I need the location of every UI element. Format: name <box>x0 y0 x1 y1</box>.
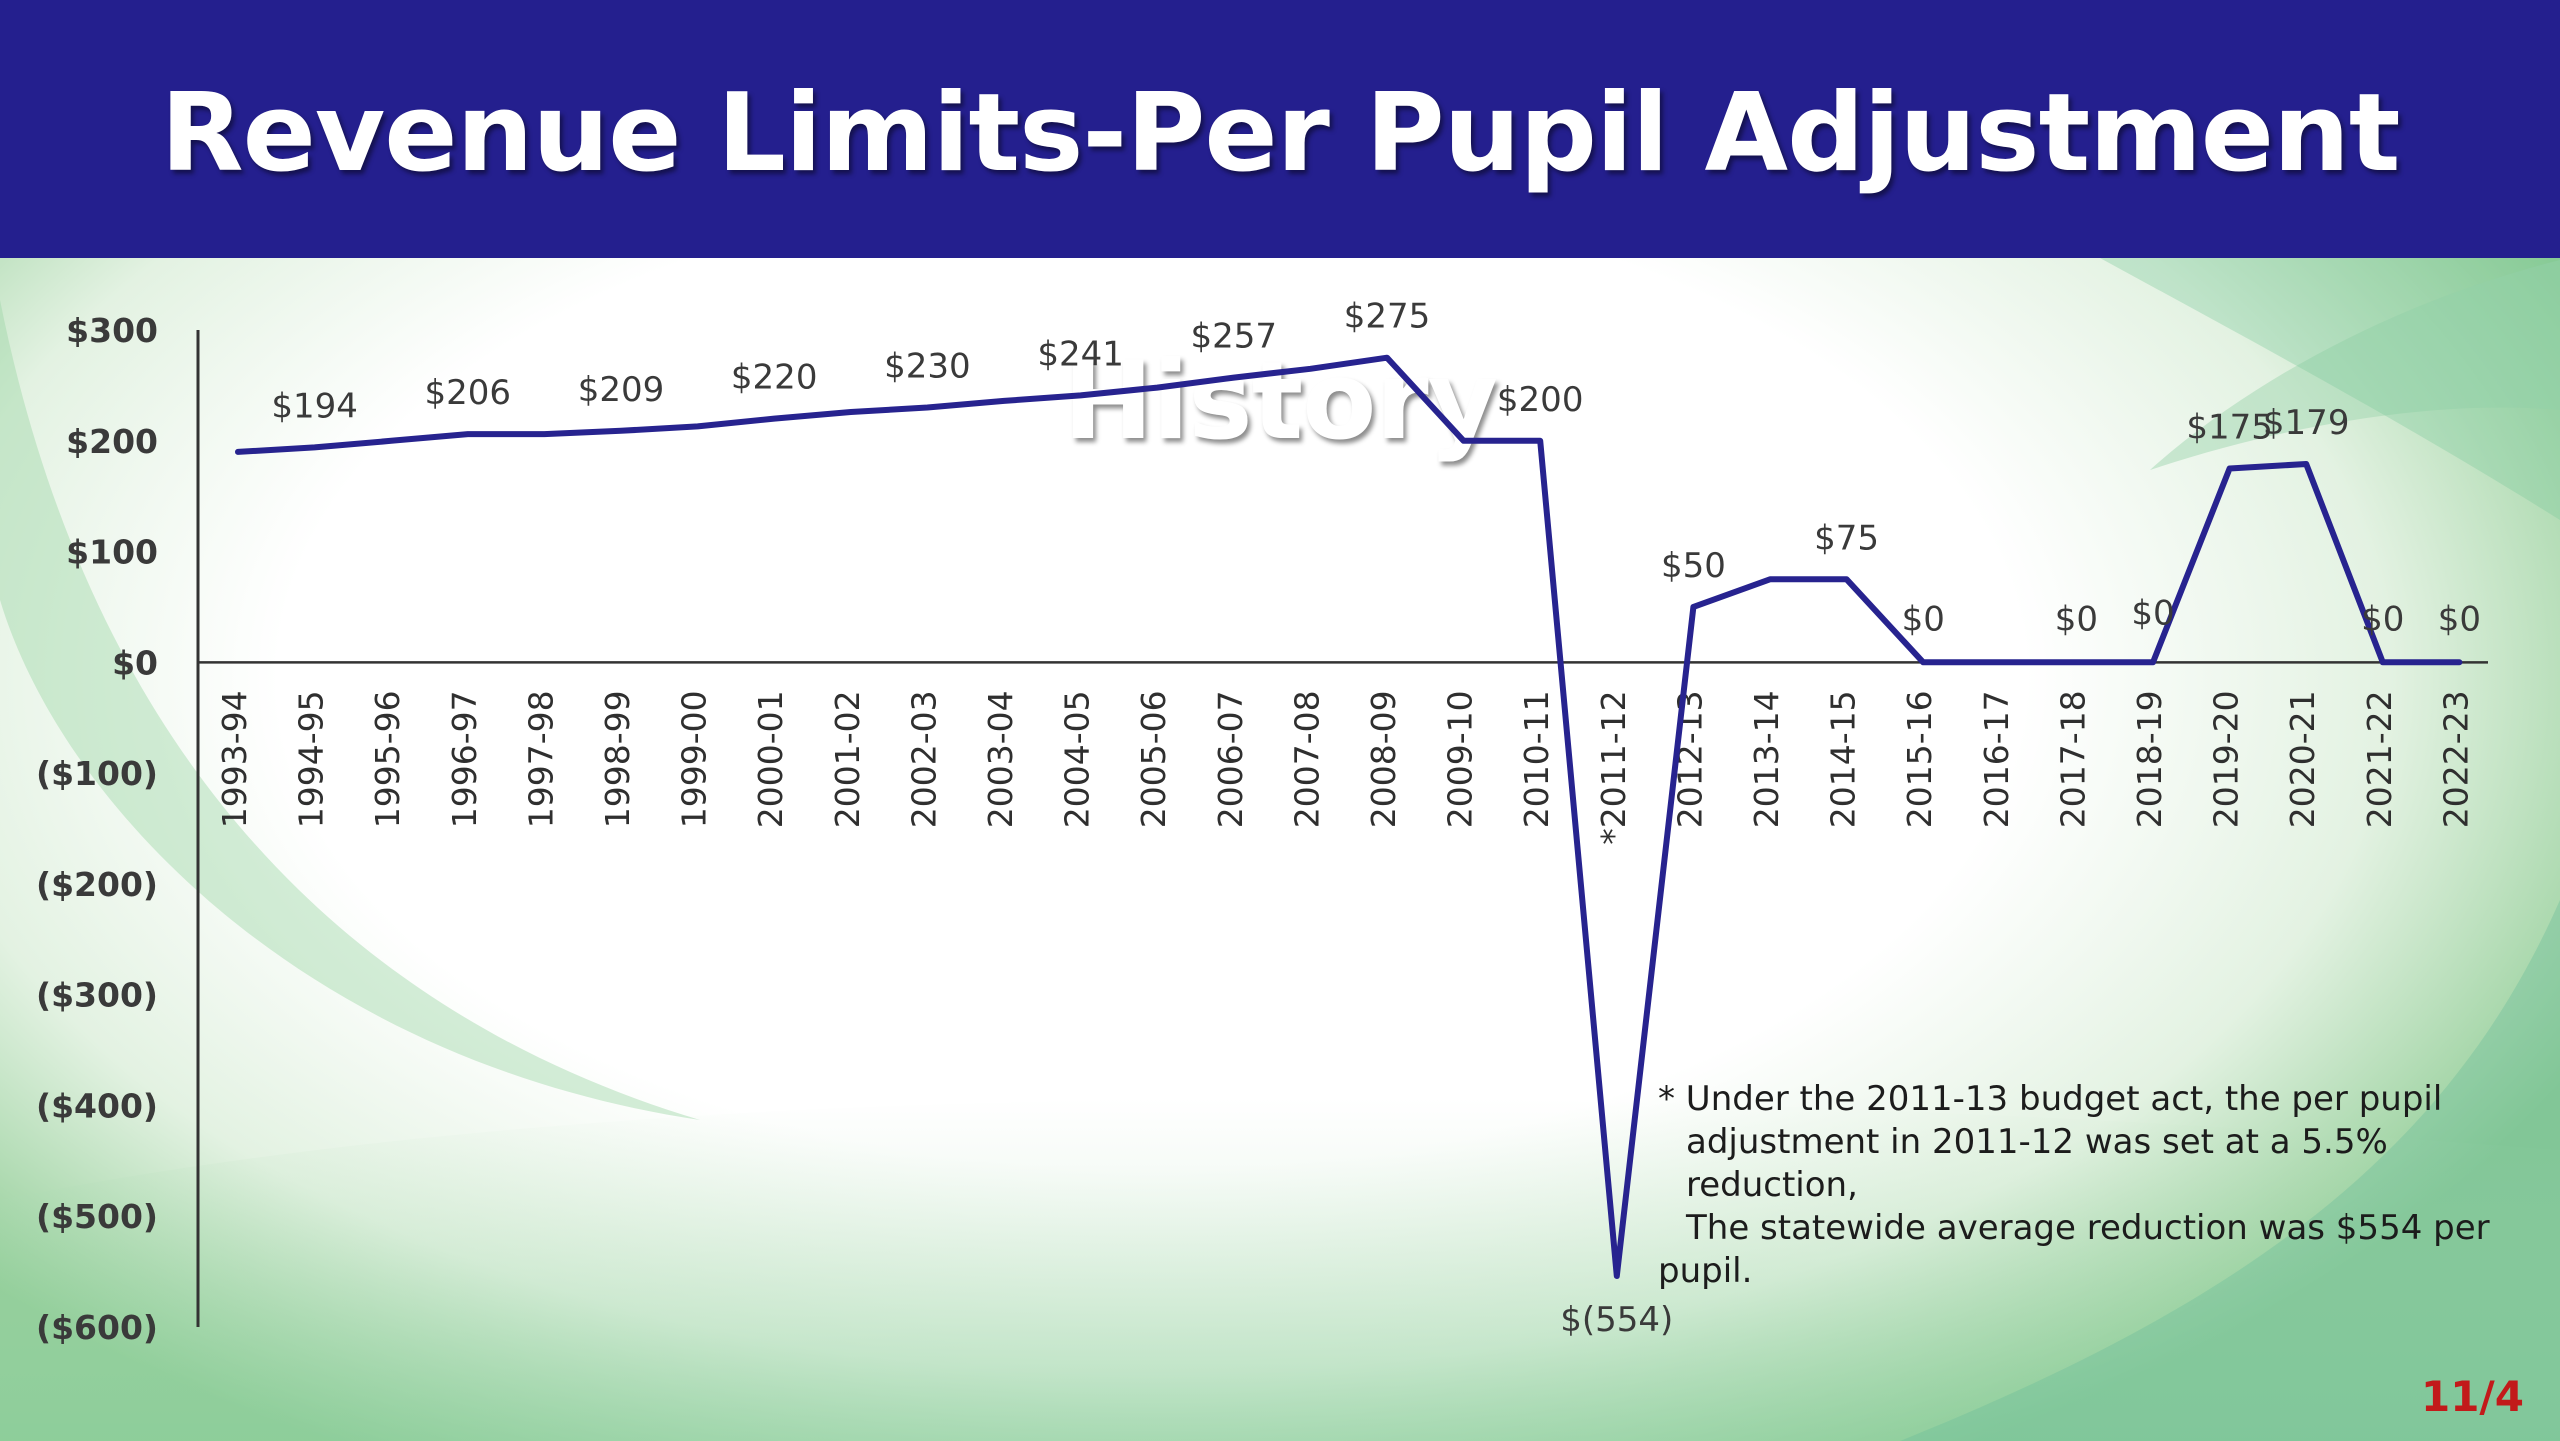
data-label: $206 <box>425 373 512 413</box>
x-tick-label: 1995-96 <box>368 690 407 828</box>
x-tick-label: 2013-14 <box>1747 690 1786 828</box>
footnote: * Under the 2011-13 budget act, the per … <box>1658 1078 2538 1293</box>
x-tick-label: 2000-01 <box>751 690 790 828</box>
x-tick-label: 2002-03 <box>904 690 943 828</box>
data-label: $241 <box>1037 334 1124 374</box>
y-tick-label: $0 <box>112 643 158 682</box>
x-tick-label: 2004-05 <box>1058 690 1097 828</box>
data-label: $209 <box>578 370 665 410</box>
y-tick-label: ($200) <box>36 865 158 904</box>
x-tick-label: 2014-15 <box>1824 690 1863 828</box>
data-label: $257 <box>1191 317 1278 357</box>
y-tick-label: ($100) <box>36 754 158 793</box>
y-tick-label: ($600) <box>36 1308 158 1347</box>
x-tick-label: 1999-00 <box>675 690 714 828</box>
x-tick-label: 1996-97 <box>445 690 484 828</box>
x-tick-label: 2022-23 <box>2436 690 2475 828</box>
footnote-line-1: * Under the 2011-13 budget act, the per … <box>1658 1079 2443 1119</box>
x-tick-label: 2019-20 <box>2207 690 2246 828</box>
data-label: $220 <box>731 358 818 398</box>
data-label: $50 <box>1661 546 1726 586</box>
data-label: $200 <box>1497 380 1584 420</box>
x-tick-label: 1993-94 <box>215 690 254 828</box>
footnote-line-3: The statewide average reduction was $554… <box>1686 1208 2490 1248</box>
x-tick-label: 2021-22 <box>2360 690 2399 828</box>
data-label: $0 <box>1902 599 1945 639</box>
y-tick-label: $100 <box>66 533 158 572</box>
x-tick-label: 2008-09 <box>1364 690 1403 828</box>
footnote-line-2: adjustment in 2011-12 was set at a 5.5% … <box>1686 1122 2388 1205</box>
y-tick-label: ($300) <box>36 976 158 1015</box>
x-tick-label: 2016-17 <box>1977 690 2016 828</box>
x-tick-label: 2018-19 <box>2130 690 2169 828</box>
y-tick-label: $300 <box>66 311 158 350</box>
data-label: $0 <box>2131 593 2174 633</box>
x-tick-label: *2011-12 <box>1594 690 1633 844</box>
x-tick-label: 2009-10 <box>1441 690 1480 828</box>
data-label: $175 <box>2186 407 2273 447</box>
data-label: $0 <box>2055 599 2098 639</box>
data-label: $75 <box>1814 518 1879 558</box>
x-tick-label: 2010-11 <box>1517 690 1556 828</box>
x-tick-label: 2017-18 <box>2053 690 2092 828</box>
data-label: $230 <box>884 347 971 387</box>
x-tick-label: 1998-99 <box>598 690 637 828</box>
x-tick-label: 2001-02 <box>828 690 867 828</box>
y-tick-label: ($500) <box>36 1197 158 1236</box>
slide-title: Revenue Limits-Per Pupil Adjustment Hist… <box>160 71 2400 464</box>
y-tick-label: ($400) <box>36 1086 158 1125</box>
x-tick-label: 1994-95 <box>292 690 331 828</box>
x-tick-label: 1997-98 <box>521 690 560 828</box>
y-tick-label: $200 <box>66 422 158 461</box>
x-tick-label: 2003-04 <box>981 690 1020 828</box>
footnote-line-4: pupil. <box>1658 1251 1753 1291</box>
data-label: $275 <box>1344 297 1431 337</box>
data-label: $194 <box>271 386 358 426</box>
x-tick-label: 2015-16 <box>1900 690 1939 828</box>
x-tick-label: 2020-21 <box>2283 690 2322 828</box>
x-tick-label: 2007-08 <box>1287 690 1326 828</box>
data-label: $(554) <box>1560 1300 1673 1340</box>
x-tick-label: 2006-07 <box>1211 690 1250 828</box>
data-label: $179 <box>2263 403 2350 443</box>
x-tick-label: 2005-06 <box>1134 690 1173 828</box>
series-line <box>235 354 2463 1279</box>
title-bar <box>0 0 2560 258</box>
data-label: $0 <box>2438 599 2481 639</box>
data-label: $0 <box>2361 599 2404 639</box>
page-number: 11/4 <box>2420 1372 2524 1421</box>
